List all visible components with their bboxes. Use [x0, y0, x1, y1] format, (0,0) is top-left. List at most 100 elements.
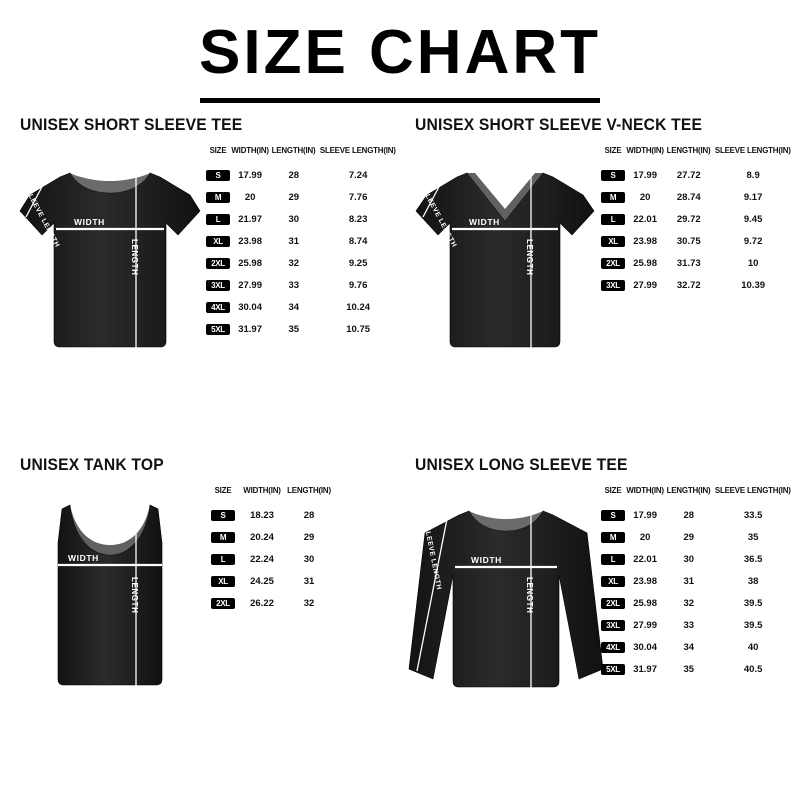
size-cell: XL	[601, 570, 625, 592]
column-header-length: LENGTH(IN)	[287, 485, 331, 495]
size-table: SIZE WIDTH(IN) LENGTH(IN) SLEEVE LENGTH(IN)…	[601, 485, 794, 680]
size-panel-long-sleeve-tee: UNISEX LONG SLEEVE TEE WIDTH LENGTH SLEEVE …	[403, 455, 793, 785]
size-badge: L	[206, 213, 230, 225]
column-header-length: LENGTH(IN)	[271, 145, 316, 155]
size-cell: 3XL	[601, 274, 625, 296]
size-badge: 4XL	[206, 301, 230, 313]
width-cell: 26.22	[250, 597, 274, 609]
size-badge: M	[601, 191, 625, 203]
size-cell: 4XL	[601, 636, 625, 658]
length-cell: 29.72	[676, 213, 701, 225]
size-cell: 3XL	[206, 274, 230, 296]
sleeve-length-cell: 7.24	[348, 169, 368, 181]
table-row: 5XL 31.97 35 10.75	[206, 318, 399, 340]
column-header-size: SIZE	[209, 145, 227, 155]
size-panel-v-neck-tee: UNISEX SHORT SLEEVE V-NECK TEE WIDTH LENGT…	[403, 115, 793, 445]
table-row: L 21.97 30 8.23	[206, 208, 399, 230]
size-panel-short-sleeve-tee: UNISEX SHORT SLEEVE TEE WIDTH LENGTH SLEEVE…	[8, 115, 398, 445]
table-header-row: SIZE WIDTH(IN) LENGTH(IN)	[206, 485, 334, 504]
width-cell: 24.25	[250, 575, 274, 587]
column-header-sleeve-length: SLEEVE LENGTH(IN)	[320, 145, 397, 155]
length-cell: 32.72	[676, 279, 701, 291]
garment-short-sleeve-tee: WIDTH LENGTH SLEEVE LENGTH	[8, 143, 213, 373]
width-cell: 20	[244, 191, 256, 203]
column-header-sleeve-length: SLEEVE LENGTH(IN)	[715, 485, 792, 495]
table-row: S 18.23 28	[206, 504, 334, 526]
size-badge: S	[211, 509, 235, 521]
panel-title: UNISEX SHORT SLEEVE TEE	[20, 115, 243, 134]
length-cell: 29	[303, 531, 315, 543]
size-badge: 2XL	[601, 257, 625, 269]
size-cell: XL	[601, 230, 625, 252]
size-table: SIZE WIDTH(IN) LENGTH(IN) SLEEVE LENGTH(IN)…	[601, 145, 794, 296]
length-cell: 31	[288, 235, 300, 247]
size-badge: XL	[206, 235, 230, 247]
size-badge: L	[601, 553, 625, 565]
size-cell: S	[601, 164, 625, 186]
length-cell: 33	[288, 279, 300, 291]
table-row: XL 23.98 31 8.74	[206, 230, 399, 252]
svg-text:LENGTH: LENGTH	[130, 577, 139, 614]
sleeve-length-cell: 38	[747, 575, 759, 587]
table-row: S 17.99 28 7.24	[206, 164, 399, 186]
column-header-width: WIDTH(IN)	[626, 145, 664, 155]
size-cell: M	[206, 186, 230, 208]
size-cell: S	[601, 504, 625, 526]
column-header-length: LENGTH(IN)	[666, 485, 711, 495]
length-cell: 28	[683, 509, 695, 521]
sleeve-length-cell: 7.76	[348, 191, 368, 203]
length-cell: 32	[683, 597, 695, 609]
size-cell: XL	[206, 230, 230, 252]
panel-title: UNISEX TANK TOP	[20, 455, 164, 474]
garment-illustration: WIDTH LENGTH	[57, 501, 163, 707]
table-row: 2XL 25.98 31.73 10	[601, 252, 794, 274]
table-row: M 20 29 35	[601, 526, 794, 548]
svg-text:WIDTH: WIDTH	[74, 217, 105, 227]
size-cell: 4XL	[206, 296, 230, 318]
table-row: XL 23.98 31 38	[601, 570, 794, 592]
table-row: XL 23.98 30.75 9.72	[601, 230, 794, 252]
length-cell: 27.72	[676, 169, 701, 181]
sleeve-length-cell: 8.23	[348, 213, 368, 225]
sleeve-length-cell: 40.5	[743, 663, 763, 675]
size-cell: 2XL	[206, 252, 230, 274]
width-cell: 20	[639, 191, 651, 203]
table-row: M 20.24 29	[206, 526, 334, 548]
title-divider	[200, 98, 600, 103]
width-cell: 17.99	[238, 169, 262, 181]
size-cell: XL	[206, 570, 240, 592]
table-row: XL 24.25 31	[206, 570, 334, 592]
length-cell: 28	[303, 509, 315, 521]
size-badge: S	[601, 509, 625, 521]
size-badge: 5XL	[206, 323, 230, 335]
size-badge: XL	[601, 575, 625, 587]
size-cell: 2XL	[601, 252, 625, 274]
length-cell: 31	[683, 575, 695, 587]
size-cell: 5XL	[206, 318, 230, 340]
column-header-width: WIDTH(IN)	[626, 485, 664, 495]
width-cell: 31.97	[633, 663, 657, 675]
table-row: 3XL 27.99 33 9.76	[206, 274, 399, 296]
sleeve-length-cell: 9.45	[743, 213, 763, 225]
garment-long-sleeve-tee: WIDTH LENGTH SLEEVE LENGTH	[403, 483, 608, 713]
length-cell: 29	[288, 191, 300, 203]
size-badge: M	[601, 531, 625, 543]
width-cell: 18.23	[250, 509, 274, 521]
length-cell: 35	[683, 663, 695, 675]
panel-body: WIDTH LENGTH SLEEVE LENGTH SIZE WIDTH(IN) LEN…	[8, 143, 398, 443]
table-row: 3XL 27.99 32.72 10.39	[601, 274, 794, 296]
column-header-size: SIZE	[604, 485, 622, 495]
width-cell: 23.98	[238, 235, 262, 247]
width-cell: 25.98	[633, 257, 657, 269]
garment-tank-top: WIDTH LENGTH	[8, 483, 213, 713]
size-panel-tank-top: UNISEX TANK TOP WIDTH LENGTH SIZE WIDTH(IN) L…	[8, 455, 398, 785]
table-row: L 22.24 30	[206, 548, 334, 570]
size-badge: XL	[601, 235, 625, 247]
width-cell: 27.99	[238, 279, 262, 291]
panel-body: WIDTH LENGTH SLEEVE LENGTH SIZE WIDTH(IN) LEN…	[403, 143, 793, 443]
size-badge: 3XL	[601, 279, 625, 291]
size-chart-panels: UNISEX SHORT SLEEVE TEE WIDTH LENGTH SLEEVE…	[0, 103, 800, 763]
svg-text:WIDTH: WIDTH	[68, 553, 99, 563]
table-header-row: SIZE WIDTH(IN) LENGTH(IN) SLEEVE LENGTH(IN)	[601, 485, 794, 504]
